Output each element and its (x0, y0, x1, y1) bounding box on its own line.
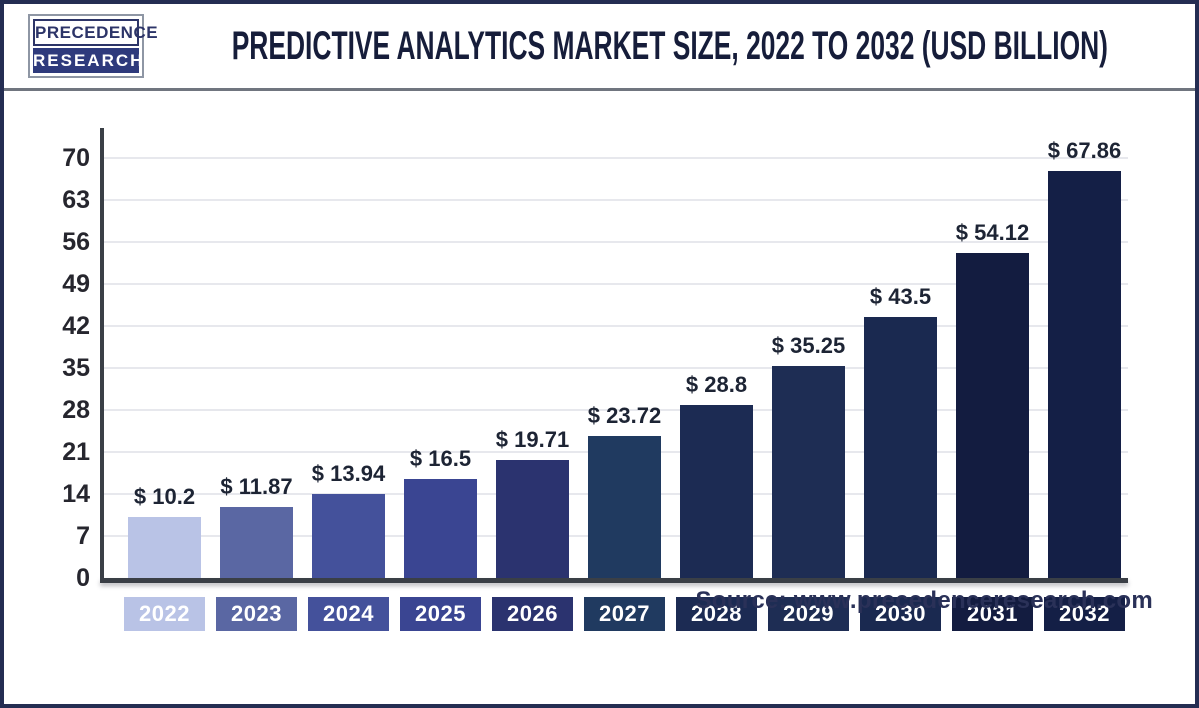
year-label-text: 2022 (139, 601, 190, 626)
y-tick-label-49: 49 (62, 270, 90, 298)
y-tick-label-63: 63 (62, 186, 90, 214)
bar-2023 (220, 507, 293, 578)
bar-value-label-2031: $ 54.12 (955, 220, 1030, 245)
gridline-35 (104, 367, 1128, 369)
bar-value-label-2028: $ 28.8 (685, 372, 748, 397)
year-label-text: 2031 (967, 601, 1018, 626)
y-tick-label-42: 42 (62, 312, 90, 340)
bar-value-label-2024: $ 13.94 (311, 461, 386, 486)
year-label-2030: 2030 (860, 597, 941, 631)
year-label-2028: 2028 (676, 597, 757, 631)
year-label-2022: 2022 (124, 597, 205, 631)
bar-value-label-2030: $ 43.5 (869, 284, 932, 309)
year-label-2029: 2029 (768, 597, 849, 631)
bar-2032 (1048, 171, 1121, 578)
gridline-28 (104, 409, 1128, 411)
bar-value-label-2022: $ 10.2 (133, 484, 196, 509)
y-tick-label-70: 70 (62, 144, 90, 172)
year-label-2026: 2026 (492, 597, 573, 631)
x-axis-line (100, 578, 1128, 583)
y-axis-line (100, 128, 104, 583)
bar-2022 (128, 517, 201, 578)
bar-2031 (956, 253, 1029, 578)
y-tick-label-14: 14 (62, 480, 90, 508)
year-label-text: 2030 (875, 601, 926, 626)
year-label-text: 2023 (231, 601, 282, 626)
bar-value-label-2023: $ 11.87 (220, 474, 293, 499)
year-label-2024: 2024 (308, 597, 389, 631)
year-label-text: 2028 (691, 601, 742, 626)
header-divider (4, 88, 1195, 91)
year-label-text: 2032 (1059, 601, 1110, 626)
logo-line1: PRECEDENCE (33, 19, 158, 46)
bar-value-label-2025: $ 16.5 (409, 446, 472, 471)
title-wrap: PREDICTIVE ANALYTICS MARKET SIZE, 2022 T… (144, 24, 1195, 69)
year-label-text: 2027 (599, 601, 650, 626)
y-tick-label-56: 56 (62, 228, 90, 256)
bar-2028 (680, 405, 753, 578)
source-text: Source: www.precedenceresearch.com (695, 587, 1153, 614)
bar-2024 (312, 494, 385, 578)
precedence-research-logo: PRECEDENCE RESEARCH (28, 14, 158, 78)
year-label-text: 2029 (783, 601, 834, 626)
y-tick-label-21: 21 (62, 438, 90, 466)
y-tick-label-28: 28 (62, 396, 90, 424)
year-label-text: 2024 (323, 601, 374, 626)
bar-2025 (404, 479, 477, 578)
year-label-text: 2026 (507, 601, 558, 626)
gridline-42 (104, 325, 1128, 327)
year-label-2025: 2025 (400, 597, 481, 631)
y-tick-label-35: 35 (62, 354, 90, 382)
bar-value-label-2027: $ 23.72 (587, 403, 662, 428)
bar-2029 (772, 366, 845, 578)
gridline-63 (104, 199, 1128, 201)
year-label-2023: 2023 (216, 597, 297, 631)
page-title: PREDICTIVE ANALYTICS MARKET SIZE, 2022 T… (231, 23, 1108, 68)
bar-2026 (496, 460, 569, 578)
header: PRECEDENCE RESEARCH PREDICTIVE ANALYTICS… (4, 4, 1195, 88)
gridline-70 (104, 157, 1128, 159)
bar-value-label-2029: $ 35.25 (771, 333, 846, 358)
bar-2030 (864, 317, 937, 578)
logo-line2: RESEARCH (33, 48, 142, 73)
y-tick-label-7: 7 (76, 522, 90, 550)
year-label-2027: 2027 (584, 597, 665, 631)
y-tick-label-0: 0 (76, 564, 90, 592)
bar-value-label-2026: $ 19.71 (495, 427, 570, 452)
year-label-2031: 2031 (952, 597, 1033, 631)
year-label-2032: 2032 (1044, 597, 1125, 631)
gridline-56 (104, 241, 1128, 243)
gridline-49 (104, 283, 1128, 285)
year-label-text: 2025 (415, 601, 466, 626)
bar-value-label-2032: $ 67.86 (1047, 138, 1122, 163)
bar-2027 (588, 436, 661, 578)
bar-chart: 0 7 14 21 28 35 42 49 56 63 70 $ 10.2 2022 $ 11.87 202… (4, 91, 1195, 704)
